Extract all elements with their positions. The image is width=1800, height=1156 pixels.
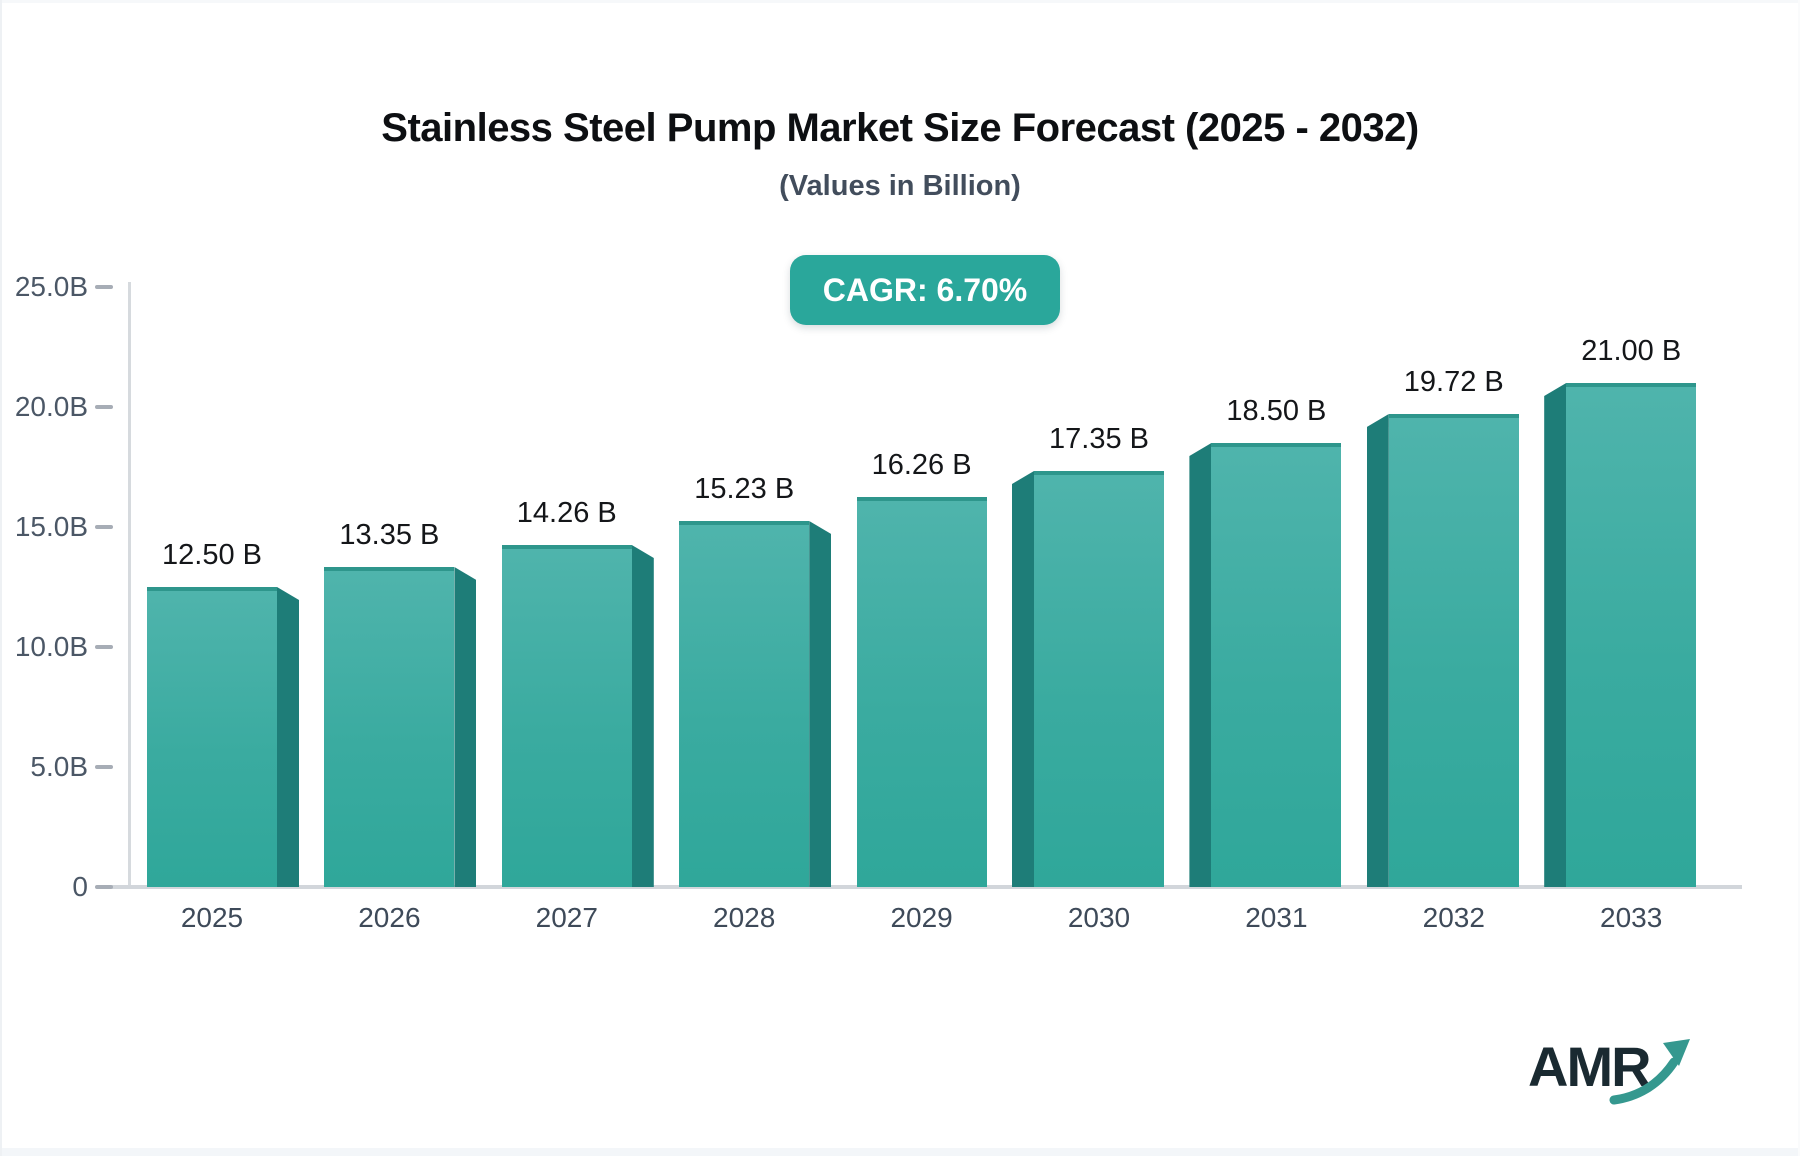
amr-logo-text: AMR xyxy=(1528,1035,1651,1098)
y-axis-tick-mark xyxy=(95,285,113,289)
y-axis-tick-label-0: 0 xyxy=(72,871,88,902)
x-axis-label-2025: 2025 xyxy=(180,902,244,933)
window-edge-left xyxy=(0,0,2,1156)
bar-2027 xyxy=(501,545,632,887)
bar-side-face-2028 xyxy=(809,521,832,887)
amr-logo-arrow-swoosh xyxy=(1609,1057,1679,1105)
chart-title: Stainless Steel Pump Market Size Forecas… xyxy=(381,106,1419,150)
y-axis-tick-label-25.0B: 25.0B xyxy=(14,271,88,302)
bar-2031 xyxy=(1211,443,1342,887)
y-axis-tick-label-15.0B: 15.0B xyxy=(14,511,88,542)
x-axis-label-2031: 2031 xyxy=(1245,902,1308,933)
y-axis-tick-label-10.0B: 10.0B xyxy=(14,631,88,662)
bar-side-face-2027 xyxy=(631,545,654,887)
y-axis-tick-label-20.0B: 20.0B xyxy=(14,391,88,422)
window-edge-bottom xyxy=(0,1148,1800,1156)
bar-value-label-2028: 15.23 B xyxy=(694,473,795,505)
bar-2033 xyxy=(1566,383,1697,887)
x-axis-label-2029: 2029 xyxy=(890,902,953,933)
bar-2030 xyxy=(1034,471,1164,887)
y-axis-tick-mark xyxy=(95,405,113,409)
bar-value-label-2032: 19.72 B xyxy=(1403,366,1504,398)
bar-side-face-2030 xyxy=(1012,471,1034,887)
bar-2028 xyxy=(679,521,810,887)
cagr-badge: CAGR: 6.70% xyxy=(790,255,1060,325)
x-axis-label-2030: 2030 xyxy=(1067,902,1131,933)
bar-side-face-2026 xyxy=(454,567,477,887)
bar-2029 xyxy=(856,497,987,887)
bar-value-label-2029: 16.26 B xyxy=(871,449,972,481)
bar-value-label-2027: 14.26 B xyxy=(516,497,617,529)
y-axis-tick-mark xyxy=(95,765,113,769)
x-axis-label-2026: 2026 xyxy=(358,902,421,933)
bar-value-label-2033: 21.00 B xyxy=(1581,335,1682,367)
y-axis-tick-mark xyxy=(95,525,113,529)
chart-subtitle: (Values in Billion) xyxy=(779,170,1021,202)
y-axis-tick-mark xyxy=(95,885,113,889)
window-edge-right xyxy=(1798,0,1800,1156)
y-axis-tick-mark xyxy=(95,645,113,649)
amr-logo: AMR xyxy=(1522,1030,1707,1108)
x-axis-label-2033: 2033 xyxy=(1600,902,1663,933)
bar-value-label-2025: 12.50 B xyxy=(162,539,262,571)
bar-2026 xyxy=(324,567,455,887)
bar-side-face-2025 xyxy=(277,587,299,887)
bar-2025 xyxy=(147,587,277,887)
x-axis-label-2032: 2032 xyxy=(1422,902,1485,933)
bar-value-label-2030: 17.35 B xyxy=(1049,423,1149,455)
bar-side-face-2033 xyxy=(1544,383,1567,887)
x-axis-label-2028: 2028 xyxy=(713,902,776,933)
window-edge-top xyxy=(0,0,1800,3)
bar-side-face-2031 xyxy=(1189,443,1212,887)
x-axis-label-2027: 2027 xyxy=(535,902,598,933)
bar-side-face-2032 xyxy=(1366,414,1389,887)
bar-value-label-2031: 18.50 B xyxy=(1226,395,1327,427)
amr-logo-arrowhead xyxy=(1663,1039,1690,1066)
y-axis-tick-label-5.0B: 5.0B xyxy=(30,751,88,782)
y-axis-line xyxy=(128,282,131,889)
bar-value-label-2026: 13.35 B xyxy=(339,519,440,551)
x-axis-line xyxy=(112,885,1742,889)
bar-2032 xyxy=(1388,414,1519,887)
